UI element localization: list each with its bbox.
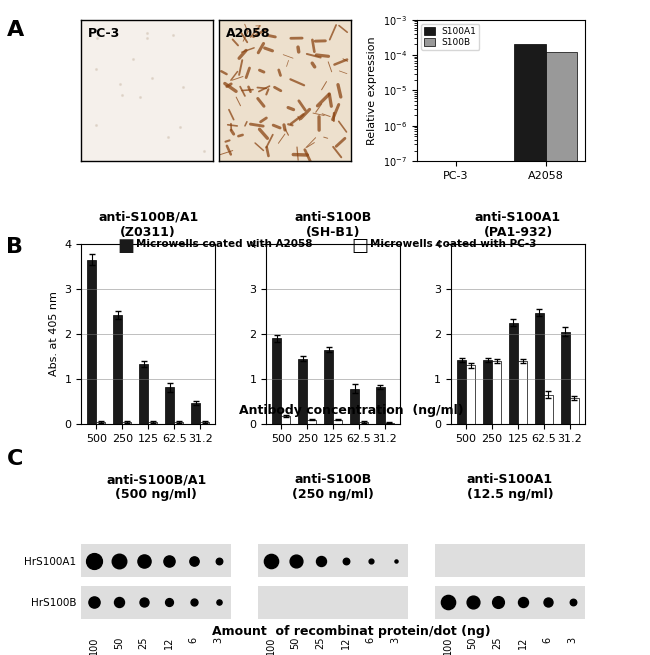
Bar: [281, 416, 291, 424]
Bar: [258, 586, 408, 619]
Bar: [87, 259, 96, 424]
Point: [265, 555, 276, 566]
Point: [517, 597, 528, 607]
Bar: [544, 395, 553, 424]
Bar: [113, 315, 122, 424]
Bar: [435, 544, 585, 577]
Bar: [561, 331, 570, 424]
Point: [213, 555, 224, 566]
Bar: [333, 420, 342, 424]
Point: [391, 555, 401, 566]
Bar: [200, 422, 209, 424]
Point: [188, 597, 199, 607]
Title: anti-S100B/A1
(500 ng/ml): anti-S100B/A1 (500 ng/ml): [106, 474, 206, 501]
Text: Amount  of recombinat protein/dot (ng): Amount of recombinat protein/dot (ng): [212, 626, 490, 639]
Text: C: C: [6, 449, 23, 469]
Text: Microwells coated with PC-3: Microwells coated with PC-3: [370, 239, 537, 249]
Bar: [570, 398, 579, 424]
Bar: [324, 350, 333, 424]
Text: ■: ■: [117, 237, 134, 255]
Text: PC-3: PC-3: [88, 27, 120, 40]
Point: [114, 555, 124, 566]
Point: [188, 555, 199, 566]
Bar: [191, 403, 200, 424]
Bar: [81, 544, 231, 577]
Point: [443, 597, 453, 607]
Text: □: □: [351, 237, 368, 255]
Bar: [165, 387, 174, 424]
Point: [138, 597, 149, 607]
Bar: [483, 360, 492, 424]
Bar: [122, 422, 131, 424]
Bar: [456, 161, 488, 655]
Y-axis label: Abs. at 405 nm: Abs. at 405 nm: [49, 291, 59, 377]
Bar: [359, 422, 368, 424]
Text: A: A: [6, 20, 24, 40]
Point: [88, 555, 99, 566]
Point: [315, 555, 326, 566]
Text: Antibody concentration  (ng/ml): Antibody concentration (ng/ml): [239, 404, 463, 417]
Point: [467, 597, 478, 607]
Bar: [139, 364, 148, 424]
Bar: [96, 422, 105, 424]
Bar: [509, 323, 518, 424]
Bar: [466, 365, 475, 424]
Point: [492, 597, 502, 607]
Text: B: B: [6, 237, 23, 257]
Bar: [457, 360, 466, 424]
Bar: [385, 422, 394, 424]
Title: anti-S100A1
(PA1-932): anti-S100A1 (PA1-932): [475, 210, 561, 238]
Point: [138, 555, 149, 566]
Point: [88, 597, 99, 607]
Bar: [258, 544, 408, 577]
Text: A2058: A2058: [226, 27, 270, 40]
Legend: S100A1, S100B: S100A1, S100B: [421, 24, 480, 50]
Bar: [350, 389, 359, 424]
Point: [365, 555, 376, 566]
Point: [341, 555, 351, 566]
Bar: [535, 312, 544, 424]
Point: [213, 597, 224, 607]
Point: [114, 597, 124, 607]
Bar: [174, 422, 183, 424]
Bar: [546, 52, 577, 655]
Bar: [148, 422, 157, 424]
Point: [567, 597, 578, 607]
Bar: [435, 586, 585, 619]
Title: anti-S100B
(250 ng/ml): anti-S100B (250 ng/ml): [292, 474, 374, 501]
Bar: [514, 45, 546, 655]
Bar: [424, 161, 456, 655]
Point: [291, 555, 301, 566]
Title: anti-S100B/A1
(Z0311): anti-S100B/A1 (Z0311): [98, 210, 198, 238]
Bar: [81, 586, 231, 619]
Point: [164, 597, 174, 607]
Title: anti-S100B
(SH-B1): anti-S100B (SH-B1): [294, 210, 372, 238]
Bar: [518, 361, 527, 424]
Bar: [376, 387, 385, 424]
Bar: [272, 339, 281, 424]
Bar: [492, 361, 501, 424]
Bar: [307, 420, 317, 424]
Title: anti-S100A1
(12.5 ng/ml): anti-S100A1 (12.5 ng/ml): [467, 474, 553, 501]
Text: Microwells coated with A2058: Microwells coated with A2058: [136, 239, 313, 249]
Point: [164, 555, 174, 566]
Bar: [298, 359, 307, 424]
Y-axis label: Relative expression: Relative expression: [367, 36, 377, 145]
Point: [542, 597, 552, 607]
